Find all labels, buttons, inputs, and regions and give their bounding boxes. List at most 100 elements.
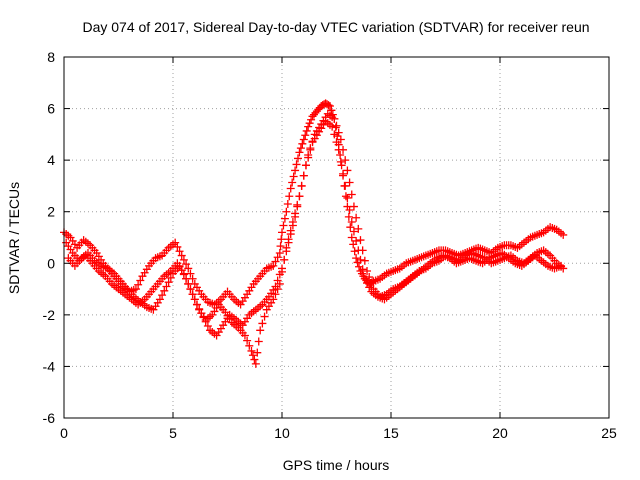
data-point xyxy=(301,131,310,140)
y-tick-label: 0 xyxy=(47,255,55,271)
data-point xyxy=(162,282,171,291)
data-point xyxy=(273,253,282,262)
data-point xyxy=(301,161,310,170)
data-point xyxy=(131,285,140,294)
data-point xyxy=(155,295,164,304)
data-point xyxy=(275,248,284,257)
data-point xyxy=(296,144,305,153)
data-point xyxy=(356,255,365,264)
data-point xyxy=(250,355,259,364)
y-tick-label: 6 xyxy=(47,101,55,117)
data-point xyxy=(334,128,343,137)
data-point xyxy=(278,267,286,276)
data-point xyxy=(166,273,175,282)
data-point xyxy=(271,290,280,299)
data-point xyxy=(280,255,289,264)
data-point xyxy=(363,279,372,288)
x-tick-label: 15 xyxy=(383,425,399,441)
data-point xyxy=(360,256,369,265)
data-point xyxy=(557,261,566,270)
x-tick-label: 0 xyxy=(60,425,68,441)
data-point xyxy=(256,326,265,335)
data-point xyxy=(254,337,263,346)
data-point xyxy=(339,169,348,178)
data-point xyxy=(177,251,186,260)
data-point xyxy=(345,205,354,214)
data-point xyxy=(330,114,339,123)
data-point xyxy=(291,166,300,175)
data-point xyxy=(283,199,292,208)
data-point xyxy=(336,135,345,144)
data-point xyxy=(184,279,193,288)
data-point xyxy=(273,285,282,294)
data-point xyxy=(288,178,297,187)
data-point xyxy=(289,172,298,181)
data-point xyxy=(277,235,286,244)
data-point xyxy=(288,218,297,227)
data-point xyxy=(275,279,284,288)
data-point xyxy=(346,223,355,232)
data-point xyxy=(299,171,308,180)
data-point xyxy=(341,181,350,190)
data-point xyxy=(347,190,356,199)
data-point xyxy=(292,160,301,169)
data-point xyxy=(368,278,377,287)
data-point xyxy=(182,260,191,269)
data-point xyxy=(280,214,289,223)
data-point xyxy=(247,346,256,355)
data-point xyxy=(278,228,286,237)
data-point xyxy=(293,154,302,163)
data-point xyxy=(352,236,361,245)
y-tick-label: -6 xyxy=(43,410,56,426)
data-point xyxy=(331,123,340,132)
data-point xyxy=(260,312,269,321)
y-tick-label: 8 xyxy=(47,49,55,65)
x-tick-label: 25 xyxy=(601,425,617,441)
data-point xyxy=(286,184,295,193)
data-point xyxy=(330,130,339,139)
data-point xyxy=(352,213,361,222)
axis-ticks: 0 5 10 15 20 25 -6 -4 -2 0 2 4 6 8 xyxy=(43,49,617,441)
data-point xyxy=(306,145,315,154)
x-axis-label: GPS time / hours xyxy=(283,457,390,473)
data-point xyxy=(305,119,314,128)
y-axis-label: SDTVAR / TECUs xyxy=(6,182,22,294)
y-tick-label: 4 xyxy=(47,152,55,168)
data-point xyxy=(360,274,369,283)
data-point xyxy=(279,221,288,230)
data-point xyxy=(336,157,345,166)
data-point xyxy=(347,233,356,242)
data-point xyxy=(158,291,167,300)
x-tick-label: 10 xyxy=(274,425,290,441)
data-point xyxy=(337,161,346,170)
data-point xyxy=(341,192,350,201)
data-point xyxy=(344,212,353,221)
data-point xyxy=(358,265,367,274)
data-point xyxy=(136,276,145,285)
data-point xyxy=(175,261,184,270)
data-point xyxy=(325,101,334,110)
data-point xyxy=(184,264,193,273)
data-point xyxy=(559,230,568,239)
data-point xyxy=(203,322,212,331)
data-point xyxy=(341,156,350,165)
data-point xyxy=(350,247,359,256)
data-point xyxy=(179,255,188,264)
data-point xyxy=(240,331,249,340)
data-point xyxy=(352,254,361,263)
data-point xyxy=(343,166,352,175)
chart-title: Day 074 of 2017, Sidereal Day-to-day VTE… xyxy=(82,19,589,35)
data-point xyxy=(356,236,365,245)
data-point xyxy=(336,150,345,159)
data-point xyxy=(282,243,291,252)
series-3 xyxy=(64,117,566,368)
data-point xyxy=(332,138,341,147)
data-point xyxy=(343,193,352,202)
data-point xyxy=(363,267,372,276)
data-point xyxy=(345,178,354,187)
data-point xyxy=(297,181,306,190)
data-point xyxy=(243,336,252,345)
data-point xyxy=(271,257,280,266)
grid-lines xyxy=(64,57,609,418)
data-point xyxy=(365,283,374,292)
